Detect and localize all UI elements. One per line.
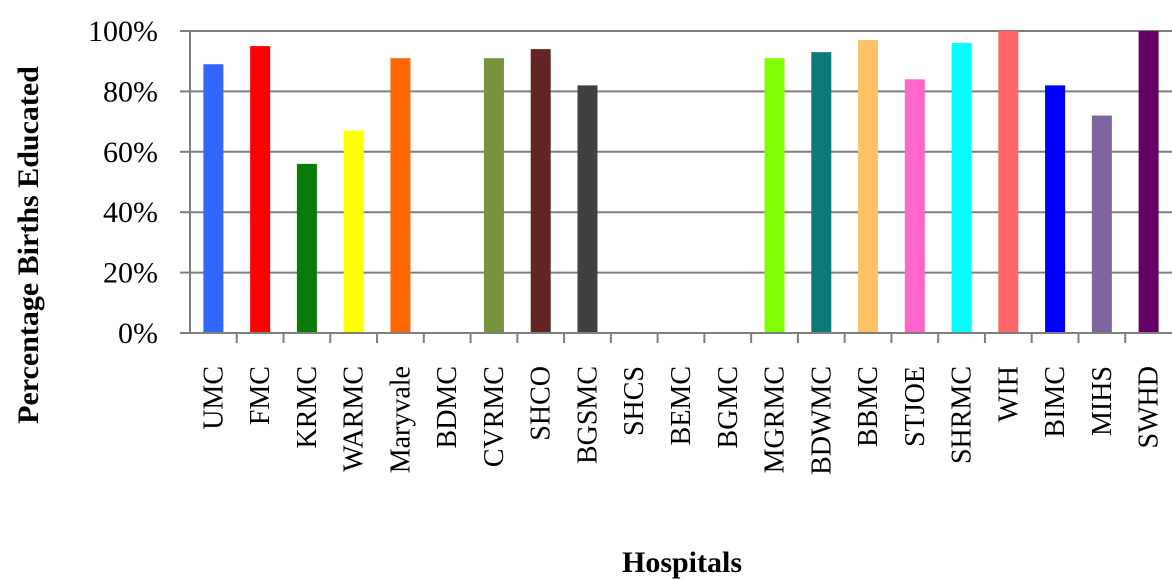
bar-shco [530,49,551,334]
bar-umc [203,64,224,333]
bar-maryvale [390,58,411,334]
x-tick-label: WARMC [339,366,370,472]
y-tick-labels: 0% 20% 40% 60% 80% 100% [88,15,158,350]
y-tick-label: 80% [103,75,158,108]
bar-warmc [343,130,364,333]
x-tick-label: BGSMC [572,366,603,464]
x-tick-label: SHRMC [947,366,978,464]
bar-swhd [1138,31,1159,333]
x-tick-label: KRMC [292,366,323,448]
bar-bdwmc [811,52,832,333]
x-tick-label: UMC [198,366,229,430]
bar-bimc [1045,85,1066,333]
x-tick-label: MGRMC [760,366,791,473]
x-tick-label: FMC [245,366,276,425]
x-tick-label: BDWMC [806,366,837,475]
x-tick-label: STJOE [900,366,931,447]
y-tick-label: 0% [118,317,158,350]
bar-wih [998,31,1019,333]
x-tick-labels: UMC FMC KRMC WARMC Maryvale BDMC CVRMC SHCO BGSM… [198,366,1164,475]
x-tick-label: BBMC [853,366,884,447]
y-tick-label: 20% [103,257,158,290]
x-tick-label: BEMC [666,366,697,445]
bar-bgsmc [577,85,598,333]
bar-krmc [296,163,317,333]
x-axis-title: Hospitals [622,546,742,579]
bar-mihs [1091,115,1112,333]
x-tick-label: WIH [993,366,1024,422]
y-axis-title: Percentage Births Educated [12,66,45,424]
x-tick-label: BGMC [713,366,744,448]
x-tick-label: SHCO [526,366,557,441]
bar-stjoe [904,79,925,333]
bar-shrmc [951,43,972,334]
x-tick-label: SWHD [1134,366,1165,448]
y-tick-label: 100% [88,15,158,48]
bar-mgrmc [764,58,785,334]
x-tick-label: BDMC [432,366,463,448]
x-tick-label: CVRMC [479,366,510,467]
y-tick-label: 40% [103,196,158,229]
x-tick-label: SHCS [619,366,650,436]
y-tick-label: 60% [103,136,158,169]
bar-bbmc [858,40,879,334]
bar-fmc [250,46,271,333]
gridlines [190,30,1172,274]
bar-cvrmc [483,58,504,334]
x-tick-label: Maryvale [385,366,416,473]
x-tick-label: MIHS [1087,366,1118,436]
axes [180,30,1172,343]
x-tick-label: BIMC [1040,366,1071,438]
bars [203,31,1159,334]
